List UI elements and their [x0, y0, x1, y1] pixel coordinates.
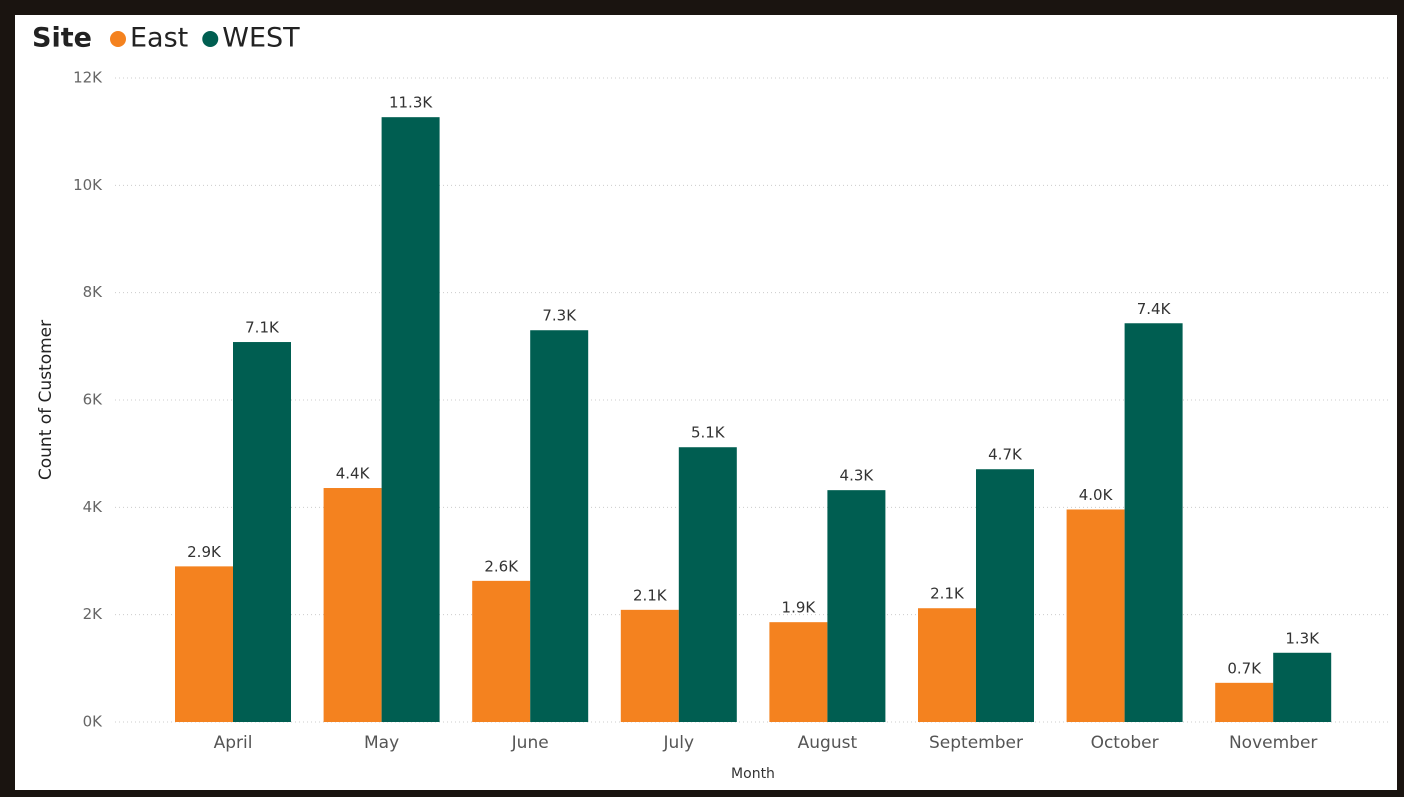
bar — [472, 580, 531, 722]
y-tick-label: 8K — [83, 283, 104, 301]
y-tick-label: 4K — [83, 498, 104, 516]
legend-marker — [110, 31, 126, 47]
legend-label: WEST — [222, 23, 300, 54]
y-tick-label: 10K — [73, 176, 103, 194]
legend-title: Site — [32, 23, 92, 54]
y-tick-label: 0K — [83, 713, 104, 731]
data-label: 1.9K — [782, 599, 817, 617]
x-tick-label: October — [1091, 733, 1159, 753]
x-tick-label: May — [364, 733, 399, 753]
bar — [233, 342, 291, 722]
x-tick-label: August — [798, 733, 858, 753]
data-label: 2.9K — [187, 543, 222, 561]
bar — [381, 117, 440, 723]
data-label: 4.0K — [1079, 486, 1114, 504]
bar — [1273, 652, 1332, 722]
data-label: 4.3K — [840, 467, 875, 485]
data-label: 4.4K — [336, 465, 371, 483]
legend-marker — [202, 31, 219, 47]
x-tick-label: November — [1229, 733, 1317, 753]
data-label: 4.7K — [988, 446, 1023, 464]
x-axis-title: Month — [731, 766, 775, 782]
bar — [976, 469, 1034, 722]
data-label: 2.6K — [484, 557, 519, 575]
bar — [678, 447, 737, 722]
x-tick-label: April — [214, 733, 253, 753]
bar — [530, 330, 589, 722]
data-label: 2.1K — [633, 586, 668, 604]
bar — [1215, 682, 1274, 722]
bar — [323, 488, 382, 722]
data-label: 1.3K — [1285, 629, 1320, 647]
x-tick-label: July — [663, 733, 695, 753]
bar — [918, 608, 976, 722]
x-tick-label: June — [511, 733, 549, 753]
bar — [1066, 509, 1125, 722]
bar — [1124, 323, 1183, 722]
y-tick-label: 6K — [83, 391, 104, 409]
data-label: 11.3K — [389, 94, 433, 112]
data-label: 7.3K — [542, 307, 577, 325]
x-tick-label: September — [929, 733, 1023, 753]
data-label: 7.4K — [1137, 300, 1172, 318]
data-label: 7.1K — [245, 319, 280, 337]
data-label: 0.7K — [1227, 659, 1262, 677]
bar — [827, 490, 886, 722]
y-tick-label: 12K — [73, 69, 103, 87]
y-axis-title: Count of Customer — [36, 320, 56, 480]
bar — [769, 622, 828, 722]
bar — [620, 609, 679, 722]
legend-label: East — [130, 23, 188, 54]
bar — [175, 566, 233, 722]
y-tick-label: 2K — [83, 605, 104, 623]
data-label: 2.1K — [930, 585, 965, 603]
data-label: 5.1K — [691, 424, 726, 442]
